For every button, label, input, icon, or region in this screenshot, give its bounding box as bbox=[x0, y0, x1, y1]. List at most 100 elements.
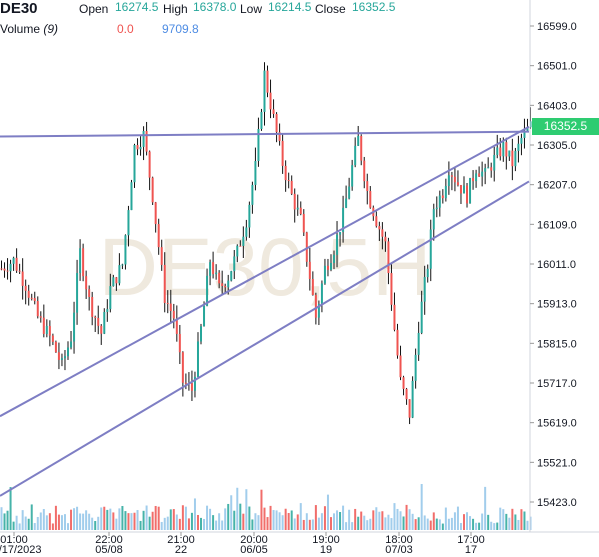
candle-body bbox=[233, 256, 236, 272]
volume-bar bbox=[336, 510, 339, 530]
volume-bar bbox=[12, 521, 15, 530]
volume-bar bbox=[139, 520, 142, 530]
volume-bar bbox=[469, 516, 472, 530]
volume-bar bbox=[426, 518, 429, 530]
candle bbox=[496, 134, 499, 159]
volume-bar bbox=[15, 515, 18, 530]
candle bbox=[423, 265, 426, 315]
close-value: 16352.5 bbox=[352, 0, 396, 14]
volume-bar bbox=[67, 523, 70, 530]
volume-bar bbox=[505, 513, 508, 530]
candle-body bbox=[3, 268, 6, 271]
volume-bar bbox=[118, 508, 121, 530]
candle-body bbox=[236, 245, 239, 257]
candle bbox=[133, 143, 136, 188]
candle-body bbox=[154, 202, 157, 225]
candle bbox=[209, 259, 212, 286]
volume-bar bbox=[420, 484, 423, 530]
volume-bar bbox=[82, 513, 85, 530]
candle-body bbox=[405, 388, 408, 400]
candle bbox=[420, 290, 423, 335]
candle bbox=[381, 222, 384, 250]
candle-body bbox=[402, 377, 405, 389]
volume-bar bbox=[193, 498, 196, 530]
candle bbox=[115, 276, 118, 291]
candle-body bbox=[227, 280, 230, 288]
candle bbox=[112, 274, 115, 287]
time-tick-label-top: 22:00 bbox=[95, 534, 123, 546]
candle bbox=[97, 305, 100, 335]
candle bbox=[148, 150, 151, 191]
candle bbox=[54, 340, 57, 353]
volume-bar bbox=[85, 510, 88, 530]
candle bbox=[441, 189, 444, 204]
candle-body bbox=[514, 150, 517, 167]
volume-bar bbox=[317, 517, 320, 530]
candle-body bbox=[0, 268, 3, 270]
candle bbox=[272, 99, 275, 118]
volume-value-1: 0.0 bbox=[117, 22, 134, 36]
volume-bar bbox=[475, 522, 478, 530]
volume-bar bbox=[209, 508, 212, 530]
candle bbox=[206, 268, 209, 307]
candle-body bbox=[478, 173, 481, 177]
candle bbox=[169, 289, 172, 324]
volume-bar bbox=[354, 508, 357, 530]
candle-body bbox=[91, 296, 94, 317]
time-tick-label-bottom: 17 bbox=[465, 544, 477, 556]
candle bbox=[215, 264, 218, 280]
candle bbox=[190, 370, 193, 402]
candle-body bbox=[15, 257, 18, 271]
volume-bar bbox=[357, 516, 360, 530]
candle-body bbox=[484, 168, 487, 172]
volume-bar bbox=[417, 517, 420, 530]
volume-bar bbox=[178, 518, 181, 530]
volume-bar bbox=[278, 512, 281, 530]
volume-bar bbox=[106, 509, 109, 530]
high-label: High bbox=[163, 2, 188, 16]
volume-bar bbox=[493, 523, 496, 530]
trendline-channel_upper bbox=[0, 125, 530, 418]
price-tick-label: 16011.0 bbox=[537, 259, 576, 271]
candle-body bbox=[151, 177, 154, 203]
volume-bar bbox=[520, 509, 523, 530]
volume-bar bbox=[127, 513, 130, 530]
volume-label: Volume bbox=[0, 22, 41, 36]
volume-bar bbox=[329, 517, 332, 530]
candle bbox=[351, 159, 354, 191]
trendline-channel_lower bbox=[0, 180, 530, 497]
candle bbox=[70, 330, 73, 350]
volume-bar bbox=[109, 508, 112, 530]
volume-bar bbox=[387, 514, 390, 530]
candle bbox=[151, 176, 154, 205]
volume-bar bbox=[508, 517, 511, 530]
volume-bar bbox=[272, 510, 275, 530]
candle bbox=[432, 203, 435, 241]
trendline-resistance bbox=[0, 130, 530, 138]
candle-body bbox=[475, 173, 478, 182]
candle bbox=[82, 243, 85, 282]
volume-bar bbox=[414, 519, 417, 530]
candle bbox=[505, 137, 508, 170]
candle bbox=[178, 324, 181, 365]
volume-bar bbox=[130, 513, 133, 530]
volume-bar bbox=[79, 513, 82, 530]
candle-body bbox=[366, 181, 369, 192]
candle-body bbox=[375, 216, 378, 227]
volume-bar bbox=[405, 504, 408, 530]
time-tick-label-bottom: 06/05 bbox=[240, 544, 268, 556]
candle-body bbox=[181, 352, 184, 383]
candle-body bbox=[466, 185, 469, 204]
candle-body bbox=[520, 137, 523, 144]
high-value: 16378.0 bbox=[193, 0, 237, 14]
candle-body bbox=[73, 312, 76, 342]
volume-bar bbox=[402, 516, 405, 530]
volume-bar bbox=[269, 505, 272, 530]
volume-bar bbox=[266, 517, 269, 530]
candle bbox=[323, 258, 326, 285]
volume-bar bbox=[260, 489, 263, 530]
volume-bar bbox=[478, 522, 481, 530]
time-tick-label-top: 01:00 bbox=[0, 534, 28, 546]
candle-body bbox=[172, 310, 175, 319]
volume-bar bbox=[187, 518, 190, 530]
